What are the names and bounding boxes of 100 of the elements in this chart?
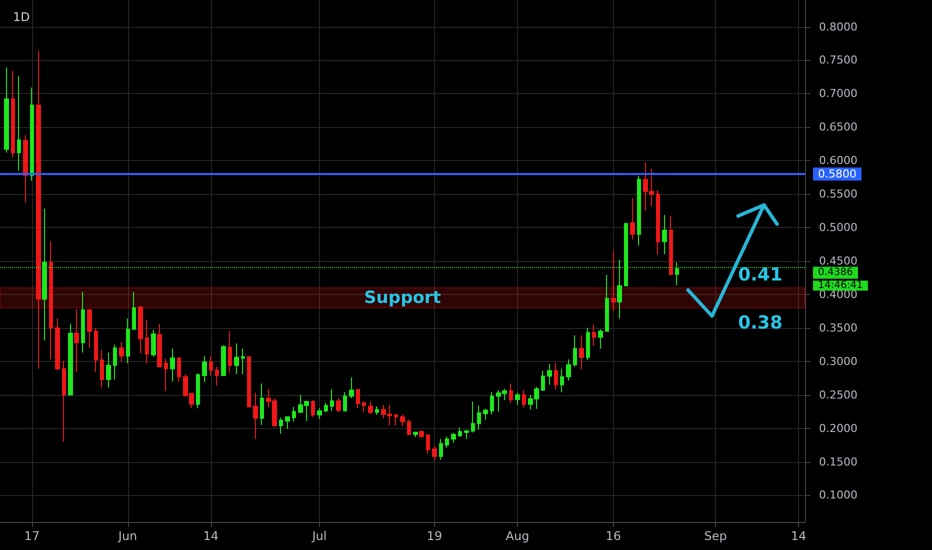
- candlestick: [560, 368, 564, 393]
- candlestick: [407, 419, 411, 436]
- candlestick: [285, 416, 290, 430]
- candlestick: [432, 445, 437, 461]
- candlestick: [170, 348, 175, 382]
- y-tick-label: 0.1500: [819, 455, 858, 468]
- candlestick: [106, 352, 111, 388]
- candlestick: [451, 432, 456, 444]
- candlestick: [509, 382, 513, 404]
- candlestick: [419, 430, 424, 438]
- candlestick: [592, 324, 596, 346]
- candlestick: [669, 216, 673, 276]
- y-tick-label: 0.2500: [819, 388, 858, 402]
- candlestick: [515, 392, 520, 406]
- candlestick: [81, 291, 85, 354]
- candlestick: [490, 392, 494, 415]
- candlestick: [62, 360, 66, 442]
- candlestick: [439, 438, 443, 460]
- candlestick: [349, 376, 354, 399]
- candlestick: [292, 406, 296, 422]
- candlestick: [343, 392, 347, 412]
- candlestick: [368, 401, 373, 415]
- candlestick: [247, 356, 251, 408]
- candlestick: [23, 134, 28, 204]
- candlestick: [330, 388, 334, 412]
- x-tick-label: Jul: [311, 529, 327, 543]
- y-tick-label: 0.6500: [819, 120, 858, 134]
- candlestick: [317, 408, 322, 420]
- candlestick: [630, 198, 635, 240]
- candlestick: [119, 341, 124, 363]
- candlestick: [228, 330, 232, 374]
- candlestick: [113, 344, 117, 380]
- candlestick: [566, 358, 571, 382]
- y-tick-label: 0.4500: [819, 254, 858, 268]
- candlestick: [637, 176, 641, 246]
- candlestick: [42, 208, 47, 342]
- candlestick: [132, 291, 136, 330]
- candlestick: [522, 390, 526, 408]
- candlestick: [260, 382, 264, 426]
- candlestick: [279, 417, 283, 434]
- candlestick: [458, 427, 462, 438]
- candlestick: [126, 318, 130, 364]
- x-tick-label: Jun: [117, 529, 138, 543]
- y-tick-label: 0.7500: [819, 54, 858, 67]
- candlestick: [477, 405, 481, 430]
- candlestick: [400, 414, 405, 427]
- candlestick: [413, 431, 418, 438]
- candlestick: [100, 350, 104, 388]
- y-tick-label: 0.5500: [819, 188, 858, 201]
- x-tick-label: 16: [606, 529, 621, 543]
- y-tick-label: 0.3500: [819, 321, 858, 334]
- candlestick: [356, 388, 360, 409]
- candlestick: [471, 401, 475, 433]
- candlestick: [234, 342, 239, 375]
- candlestick: [209, 356, 213, 376]
- x-tick-label: 17: [24, 529, 40, 543]
- y-tick-label: 0.3000: [819, 354, 858, 368]
- candlestick: [662, 214, 667, 255]
- candlestick: [394, 414, 398, 426]
- candlestick: [87, 309, 92, 348]
- candlestick: [55, 318, 60, 371]
- ref-line-label: 0.4386: [818, 267, 853, 278]
- candlestick: [94, 327, 98, 373]
- candlestick: [611, 250, 616, 312]
- candlestick: [336, 398, 341, 413]
- text: 1D: [13, 10, 30, 24]
- candlestick: [617, 259, 622, 320]
- candlestick: [656, 190, 660, 255]
- y-tick-label: 0.2000: [819, 422, 858, 435]
- candlestick: [253, 392, 258, 440]
- candlestick: [68, 323, 73, 396]
- y-tick-label: 0.1000: [819, 488, 858, 502]
- candlestick: [36, 50, 41, 370]
- x-tick-label: 19: [426, 529, 442, 543]
- candlestick: [445, 436, 449, 448]
- y-tick-label: 0.6000: [819, 154, 858, 168]
- y-tick-label: 0.8000: [819, 20, 858, 34]
- annotation: 0.38: [738, 312, 782, 334]
- text: 14:46:41: [818, 280, 863, 292]
- candlestick: [624, 223, 628, 287]
- candlestick: [49, 241, 53, 360]
- candlestick: [221, 344, 226, 376]
- candlestick: [675, 262, 679, 286]
- candlestick: [30, 87, 34, 182]
- candlestick: [177, 356, 181, 383]
- candlestick: [324, 402, 328, 413]
- annotation: 0.41: [738, 264, 782, 286]
- candlestick: [4, 67, 9, 154]
- candlestick: [138, 305, 143, 354]
- x-tick-label: 14: [790, 529, 806, 543]
- candlestick: [605, 274, 609, 332]
- candlestick: [196, 372, 200, 409]
- candlestick: [241, 348, 245, 375]
- candlestick: [74, 308, 79, 373]
- candlestick: [483, 408, 488, 420]
- candlestick: [202, 356, 207, 383]
- candlestick: [426, 434, 430, 454]
- candlestick: [554, 362, 558, 390]
- candlestick: [164, 358, 168, 392]
- ref-line-label: 0.5800: [818, 168, 856, 180]
